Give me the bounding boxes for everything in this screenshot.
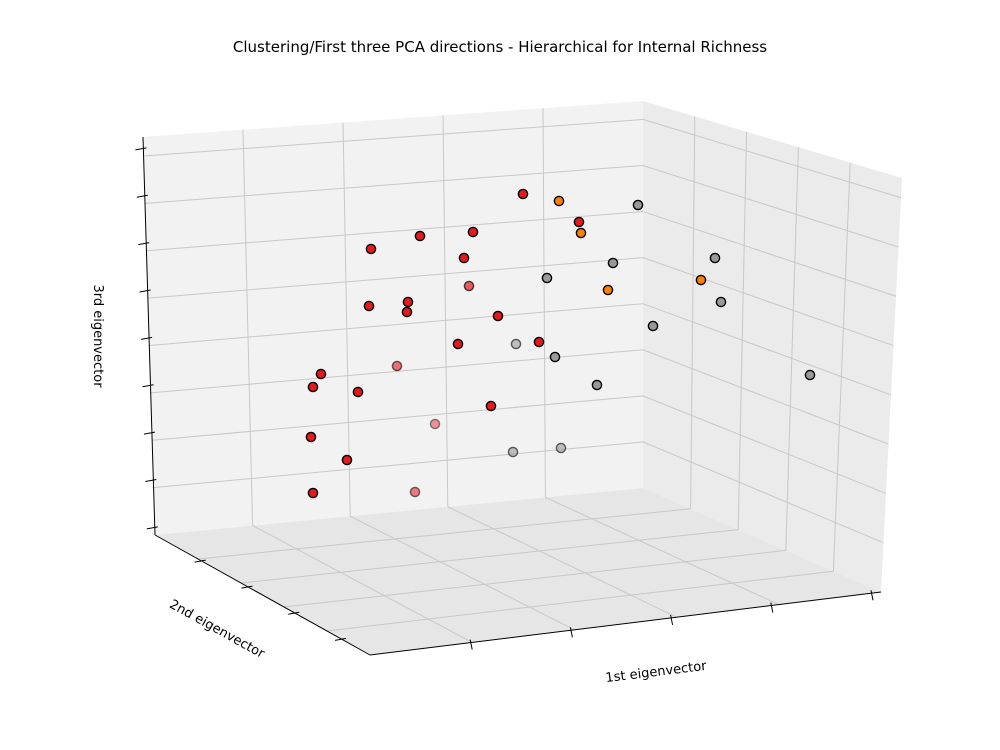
x-axis-line	[369, 591, 882, 656]
x-axis-tick	[469, 639, 473, 650]
chart-title: Clustering/First three PCA directions - …	[233, 38, 767, 56]
chart-gridlines	[143, 108, 902, 643]
data-point-gray	[647, 320, 659, 332]
data-point-red	[305, 431, 317, 443]
gridline	[152, 395, 887, 494]
x-axis-tick	[870, 590, 874, 601]
data-point-red	[467, 226, 479, 238]
gridline	[144, 164, 899, 248]
data-point-red	[414, 230, 426, 242]
z-axis-tick	[143, 431, 156, 435]
y-axis-label: 2nd eigenvector	[167, 597, 268, 662]
data-point-red	[341, 454, 353, 466]
data-point-red	[458, 252, 470, 264]
x-axis-tick	[569, 627, 573, 638]
data-point-orange	[553, 195, 565, 207]
data-point-gray	[541, 272, 553, 284]
data-point-gray	[591, 379, 603, 391]
z-axis-tick	[145, 479, 157, 483]
gridline	[252, 525, 473, 643]
data-point-gray	[555, 442, 567, 454]
data-point-red	[485, 400, 497, 412]
data-point-red	[452, 338, 464, 350]
chart-ticks	[135, 147, 874, 650]
z-axis-tick	[138, 242, 150, 246]
data-point-red	[307, 487, 319, 499]
data-point-red	[409, 486, 421, 498]
z-axis-tick	[146, 526, 158, 530]
gridline	[149, 303, 892, 396]
data-point-red	[492, 310, 504, 322]
z-axis-tick	[139, 289, 151, 293]
gridline	[545, 496, 780, 606]
data-point-red	[391, 360, 403, 372]
data-point-orange	[575, 227, 587, 239]
data-point-gray	[804, 369, 816, 381]
gridline	[240, 529, 739, 584]
y-axis-tick	[241, 585, 253, 589]
data-point-red	[352, 386, 364, 398]
data-point-red	[573, 216, 585, 228]
z-axis-tick	[142, 384, 154, 388]
data-point-red	[463, 280, 475, 292]
z-axis-tick	[135, 147, 147, 151]
gridline	[349, 515, 575, 631]
data-point-red	[429, 418, 441, 430]
x-axis-tick	[670, 614, 674, 626]
y-axis-line	[154, 534, 371, 656]
gridline	[283, 549, 786, 608]
gridline	[197, 508, 691, 560]
y-axis-tick	[194, 559, 206, 563]
z-axis-line	[142, 136, 156, 536]
z-axis-tick	[140, 336, 153, 340]
chart-panes	[143, 101, 902, 655]
data-point-red	[365, 243, 377, 255]
y-axis-tick	[288, 611, 300, 615]
data-point-gray	[709, 252, 721, 264]
gridline	[153, 441, 884, 544]
floor-pane	[155, 488, 881, 655]
gridline	[143, 118, 902, 199]
chart-axes	[142, 136, 882, 656]
gridline	[150, 349, 889, 445]
gridline	[146, 211, 897, 297]
gridline	[447, 506, 677, 618]
data-point-red	[363, 300, 375, 312]
data-point-red	[533, 336, 545, 348]
data-points	[305, 188, 816, 499]
data-point-red	[402, 296, 414, 308]
y-axis-tick	[334, 637, 347, 641]
data-point-orange	[602, 284, 614, 296]
data-point-gray	[632, 199, 644, 211]
data-point-gray	[510, 338, 522, 350]
gridline	[147, 257, 894, 347]
x-axis-tick	[770, 602, 774, 613]
data-point-red	[307, 381, 319, 393]
data-point-red	[315, 368, 327, 380]
z-axis-label: 3rd eigenvector	[90, 284, 105, 388]
data-point-gray	[507, 446, 519, 458]
data-point-gray	[715, 296, 727, 308]
x-axis-label: 1st eigenvector	[605, 659, 708, 686]
back-pane	[143, 101, 643, 535]
gridline	[326, 570, 834, 632]
data-point-gray	[549, 351, 561, 363]
z-axis-tick	[136, 194, 148, 198]
data-point-gray	[607, 257, 619, 269]
data-point-red	[517, 188, 529, 200]
data-point-orange	[695, 274, 707, 286]
data-point-red	[401, 306, 413, 318]
